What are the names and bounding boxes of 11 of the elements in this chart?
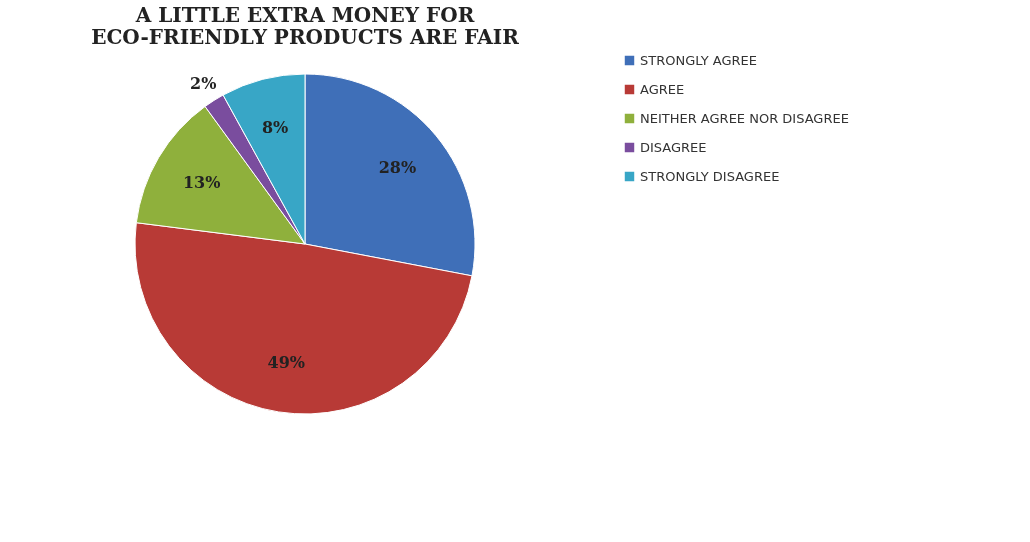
legend-label: DISAGREE xyxy=(640,139,707,155)
chart-title: A LITTLE EXTRA MONEY FOR ECO-FRIENDLY PRODUCTS ARE FAIR xyxy=(91,2,520,49)
data-label: 49% xyxy=(267,352,305,372)
data-label: 8% xyxy=(261,117,289,137)
legend-label: STRONGLY DISAGREE xyxy=(640,168,780,184)
legend-label: NEITHER AGREE NOR DISAGREE xyxy=(640,110,849,126)
legend-label: STRONGLY AGREE xyxy=(640,52,758,68)
legend-label: AGREE xyxy=(640,81,685,97)
data-label: 28% xyxy=(378,157,417,177)
data-label: 13% xyxy=(182,172,221,192)
data-label: 2% xyxy=(190,73,217,93)
